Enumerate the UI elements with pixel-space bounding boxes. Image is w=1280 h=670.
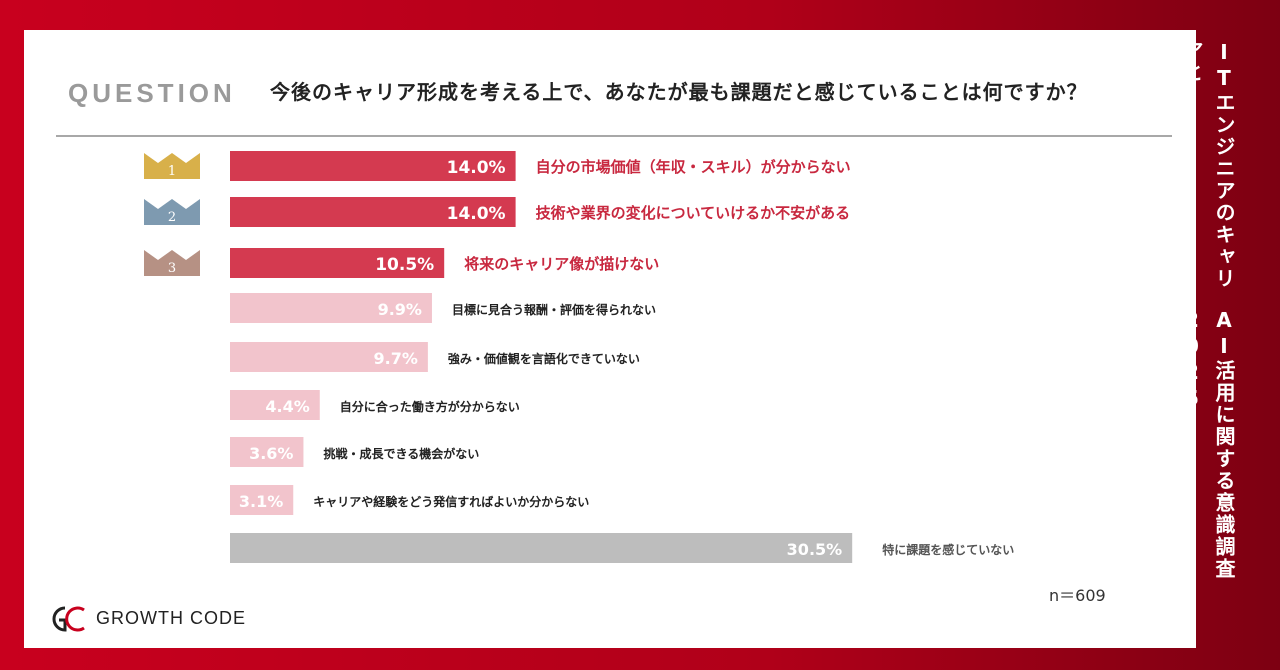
growth-code-logo-icon [52,606,85,632]
divider [56,135,1172,137]
bar [230,248,445,278]
category-label: 目標に見合う報酬・評価を得られない [452,302,656,317]
chart-card: QUESTION 今後のキャリア形成を考える上で、あなたが最も課題だと感じている… [24,30,1196,648]
bar-value-label: 30.5% [787,540,843,559]
report-title: ITエンジニアのキャリアと AI活用に関する意識調査 2025 [1176,40,1240,670]
bar [230,151,516,181]
category-label: 自分に合った働き方が分からない [340,399,520,414]
rank-crown-icon [144,199,200,225]
rank-number: 3 [168,261,176,276]
rank-crown-icon [144,153,200,179]
brand-name: GROWTH CODE [96,608,246,628]
bar-value-label: 14.0% [447,158,506,178]
sample-size: n＝609 [1049,586,1106,605]
category-label: 強み・価値観を言語化できていない [448,351,640,366]
bar-value-label: 10.5% [375,255,434,275]
category-label: キャリアや経験をどう発信すればよいか分からない [313,494,589,509]
category-label: 特に課題を感じていない [882,542,1014,557]
brand-logo: GROWTH CODE [48,602,248,636]
category-label: 将来のキャリア像が描けない [464,255,659,273]
category-label: 技術や業界の変化についていけるか不安がある [536,204,851,222]
report-title-line1: ITエンジニアのキャリアと [1180,40,1236,290]
bar-value-label: 3.1% [239,492,283,511]
bar-value-label: 14.0% [447,204,506,224]
bar-value-label: 4.4% [265,397,309,416]
bar [230,197,516,227]
bar [230,533,853,563]
question-text: 今後のキャリア形成を考える上で、あなたが最も課題だと感じていることは何ですか？ [270,80,1088,104]
category-label: 自分の市場価値（年収・スキル）が分からない [536,158,851,176]
bar-value-label: 9.7% [374,349,418,368]
bar-value-label: 9.9% [378,300,422,319]
category-label: 挑戦・成長できる機会がない [323,446,479,461]
bar [230,390,320,420]
bar [230,437,304,467]
rank-number: 1 [168,164,176,179]
rank-crown-icon [144,250,200,276]
report-title-line2: AI活用に関する意識調査 2025 [1180,308,1236,581]
bar [230,485,294,515]
bar-chart: 14.0% 自分の市場価値（年収・スキル）が分からない 14.0% 技術や業界の変化に… [144,151,1014,563]
bar [230,342,428,372]
question-label: QUESTION [68,78,236,108]
bar [230,293,432,323]
bar-value-label: 3.6% [249,444,293,463]
rank-number: 2 [168,210,176,225]
